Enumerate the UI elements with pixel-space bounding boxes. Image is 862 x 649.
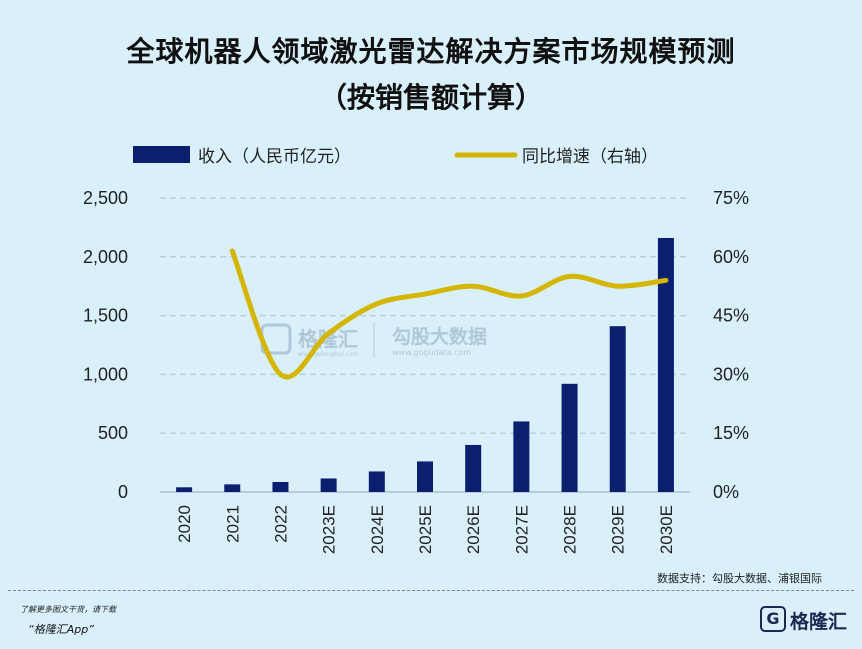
y-right-tick-label: 45% — [713, 306, 749, 326]
footer-note: 了解更多图文干货，请下载 — [20, 605, 116, 614]
x-tick-label: 2025E — [416, 505, 435, 554]
x-tick-label: 2027E — [512, 505, 531, 554]
bars — [176, 237, 674, 492]
footer-app-name: “格隆汇App” — [28, 623, 94, 636]
x-tick-label: 2023E — [320, 505, 339, 554]
legend-bar-label: 收入（人民币亿元） — [198, 147, 351, 167]
bar — [609, 326, 626, 492]
chart-title: 全球机器人领域激光雷达解决方案市场规模预测 — [126, 35, 736, 68]
x-tick-label: 2028E — [561, 505, 580, 554]
bar — [465, 444, 482, 492]
watermark-brand-url: www.gelonghui.com — [298, 351, 359, 358]
x-tick-label: 2029E — [609, 505, 628, 554]
y-right-tick-label: 60% — [713, 247, 749, 267]
growth-line-path — [229, 248, 669, 380]
legend-bar-swatch — [133, 146, 190, 163]
y-left-tick-label: 2,000 — [83, 247, 128, 267]
y-left-tick-label: 2,500 — [83, 188, 128, 208]
x-tick-label: 2021 — [223, 505, 242, 543]
y-right-tick-label: 15% — [713, 423, 749, 443]
bar — [368, 471, 385, 492]
x-tick-label: 2024E — [368, 505, 387, 554]
y-axis-left: 0 500 1,000 1,500 2,000 2,500 — [83, 188, 128, 502]
growth-line — [229, 248, 669, 380]
legend-line-label: 同比增速（右轴） — [522, 147, 658, 167]
y-right-tick-label: 0% — [713, 482, 739, 502]
legend: 收入（人民币亿元） 同比增速（右轴） — [133, 146, 658, 167]
bar — [272, 482, 289, 492]
y-left-tick-label: 0 — [118, 482, 128, 502]
bar — [176, 487, 193, 492]
x-tick-label: 2030E — [657, 505, 676, 554]
bar — [561, 383, 578, 492]
chart-subtitle: （按销售额计算） — [318, 81, 543, 114]
x-tick-label: 2026E — [464, 505, 483, 554]
brand-logo-icon: G — [760, 606, 786, 632]
footer-divider — [8, 590, 854, 591]
x-axis: 2020 2021 2022 2023E 2024E 2025E 2026E 2027E 202… — [175, 505, 676, 554]
y-axis-right: 0% 15% 30% 45% 60% 75% — [713, 188, 749, 502]
y-right-tick-label: 30% — [713, 364, 749, 384]
watermark-brand: 格隆汇 — [298, 327, 358, 351]
y-left-tick-label: 1,500 — [83, 306, 128, 326]
bar — [320, 478, 337, 492]
watermark-partner-url: www.gogudata.com — [392, 348, 471, 357]
y-left-tick-label: 1,000 — [83, 364, 128, 384]
bar — [513, 421, 530, 492]
source-note: 数据支持：勾股大数据、浦银国际 — [657, 572, 822, 585]
y-right-tick-label: 75% — [713, 188, 749, 208]
x-tick-label: 2020 — [175, 505, 194, 543]
bar — [657, 237, 674, 492]
x-tick-label: 2022 — [271, 505, 290, 543]
bar — [224, 484, 241, 492]
watermark: 格隆汇 www.gelonghui.com 勾股大数据 www.gogudata… — [260, 322, 487, 358]
chart: 收入（人民币亿元） 同比增速（右轴） 格隆汇 www.gelonghui.com… — [83, 146, 749, 554]
watermark-partner: 勾股大数据 — [392, 325, 487, 348]
bar — [417, 461, 433, 492]
footer-brand: 格隆汇 — [790, 611, 848, 633]
y-left-tick-label: 500 — [98, 423, 128, 443]
